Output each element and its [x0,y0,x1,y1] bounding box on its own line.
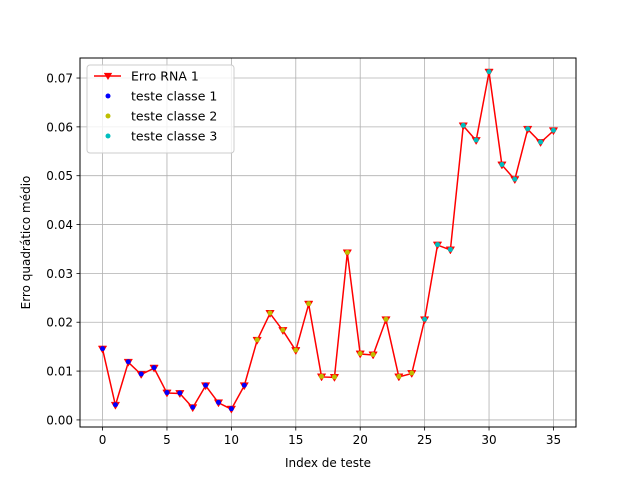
x-tick-label: 0 [99,433,107,447]
y-tick-label: 0.02 [46,316,73,330]
legend: Erro RNA 1 teste classe 1 teste classe 2 te… [86,64,235,154]
point-marker-class-1 [203,382,209,388]
point-marker-class-1 [125,359,131,365]
y-tick-label: 0.03 [46,267,73,281]
point-marker-class-2 [306,301,312,307]
point-marker-class-2 [254,337,260,343]
x-tick-label: 25 [417,433,432,447]
point-marker-class-2 [370,351,376,357]
legend-point-handle [105,93,111,99]
point-marker-class-1 [112,402,118,408]
point-marker-class-1 [177,390,183,396]
point-marker-class-2 [267,310,273,316]
point-marker-class-2 [383,316,389,322]
legend-entry-label: teste classe 1 [131,89,217,104]
x-tick-label: 35 [546,433,561,447]
legend-entry-label: Erro RNA 1 [131,69,199,84]
y-tick-label: 0.00 [46,413,73,427]
point-marker-class-2 [344,249,350,255]
point-marker-class-3 [447,246,453,252]
point-marker-class-3 [473,137,479,143]
x-tick-label: 15 [288,433,303,447]
point-marker-class-2 [331,374,337,380]
y-tick-label: 0.07 [46,72,73,86]
point-marker-class-3 [538,139,544,145]
legend-point-handle [105,133,111,139]
point-marker-class-3 [460,122,466,128]
x-axis-label: Index de teste [285,456,371,470]
legend-entry-label: teste classe 3 [131,129,217,144]
point-marker-class-1 [190,404,196,410]
legend-point-handle [105,113,111,119]
point-marker-class-3 [435,242,441,248]
point-marker-class-1 [100,346,106,352]
x-tick-label: 5 [163,433,171,447]
legend-triangle-handle [103,72,113,80]
data-markers [97,68,559,414]
plot-frame [79,57,577,428]
y-axis-label: Erro quadrático médio [19,176,33,310]
point-marker-class-3 [422,316,428,322]
point-marker-class-3 [512,176,518,182]
point-marker-class-2 [319,373,325,379]
x-tick-label: 10 [224,433,239,447]
point-marker-class-3 [525,126,531,132]
point-marker-class-1 [164,390,170,396]
y-tick-label: 0.01 [46,365,73,379]
point-marker-class-2 [409,370,415,376]
y-tick-label: 0.04 [46,218,73,232]
point-marker-class-2 [280,327,286,333]
point-marker-class-1 [151,365,157,371]
x-axis-ticks: 0 5 10 15 20 25 30 35 [99,427,561,447]
point-marker-class-2 [396,373,402,379]
legend-box [86,64,235,154]
point-marker-class-1 [241,382,247,388]
y-tick-label: 0.06 [46,120,73,134]
point-marker-class-1 [138,371,144,377]
point-marker-class-3 [550,127,556,133]
point-marker-class-3 [486,69,492,75]
point-marker-class-1 [215,399,221,405]
x-tick-label: 20 [353,433,368,447]
point-marker-class-2 [293,347,299,353]
point-marker-class-2 [357,350,363,356]
point-marker-class-3 [499,161,505,167]
y-tick-label: 0.05 [46,169,73,183]
point-marker-class-1 [228,406,234,412]
x-tick-label: 30 [481,433,496,447]
legend-entry-label: teste classe 2 [131,109,217,124]
y-axis-ticks: 0.00 0.01 0.02 0.03 0.04 0.05 0.06 0.07 [46,72,80,427]
